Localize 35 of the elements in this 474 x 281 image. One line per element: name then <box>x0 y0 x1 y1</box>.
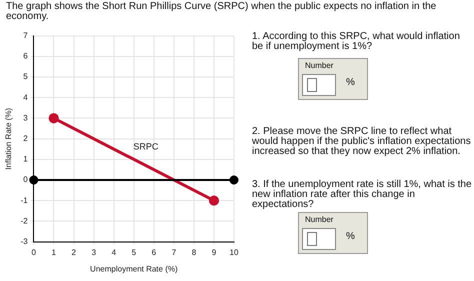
x-tick-label: 10 <box>230 248 239 257</box>
answer-panel: Number % <box>298 58 368 100</box>
text: 1. According to this SRPC, what would inflation be if unemployment is 1%? <box>252 31 461 52</box>
point <box>208 196 219 206</box>
text: 2. Please move the SRPC line to reflect what would happen if the public's inflation expectations increased so that they now expect 2% inflation. <box>252 126 472 157</box>
point <box>230 176 238 184</box>
y-axis-title: Inflation Rate (%) <box>4 108 14 170</box>
x-tick-label: 8 <box>192 248 197 257</box>
y-tick-label: -3 <box>20 237 28 246</box>
y-tick-label: 5 <box>23 72 28 82</box>
text: 3. If the unemployment rate is still 1%, what is the new inflation rate after this change in expectations? <box>252 179 472 210</box>
y-tick-label: 7 <box>23 31 28 40</box>
x-axis-title: Unemployment Rate (%) <box>90 264 178 274</box>
series-label: SRPC <box>133 141 159 152</box>
x-tick-label: 5 <box>132 248 137 257</box>
y-tick-label: 2 <box>23 134 28 144</box>
x-tick-label: 4 <box>112 248 117 257</box>
y-tick-label: 0 <box>23 175 28 184</box>
point <box>48 113 59 124</box>
x-tick-label: 6 <box>152 248 157 257</box>
y-tick-label: -2 <box>20 216 28 226</box>
y-tick-label: 6 <box>23 52 28 61</box>
x-tick-label: 2 <box>72 248 77 257</box>
y-tick-label: 4 <box>23 92 28 102</box>
x-tick-label: 1 <box>52 248 57 257</box>
chart-title: The graph shows the Short Run Phillips Curve (SRPC) when the public expects no inflation in the economy. <box>6 1 438 22</box>
x-tick-label: 0 <box>31 248 36 257</box>
y-tick-label: 1 <box>23 154 28 164</box>
x-tick-label: 3 <box>92 248 97 257</box>
y-tick-label: 3 <box>23 113 28 122</box>
answer-panel: Number % <box>298 212 368 254</box>
x-tick-label: 9 <box>212 248 217 257</box>
x-tick-label: 7 <box>172 248 177 257</box>
point <box>29 176 38 184</box>
y-tick-label: -1 <box>20 196 28 205</box>
